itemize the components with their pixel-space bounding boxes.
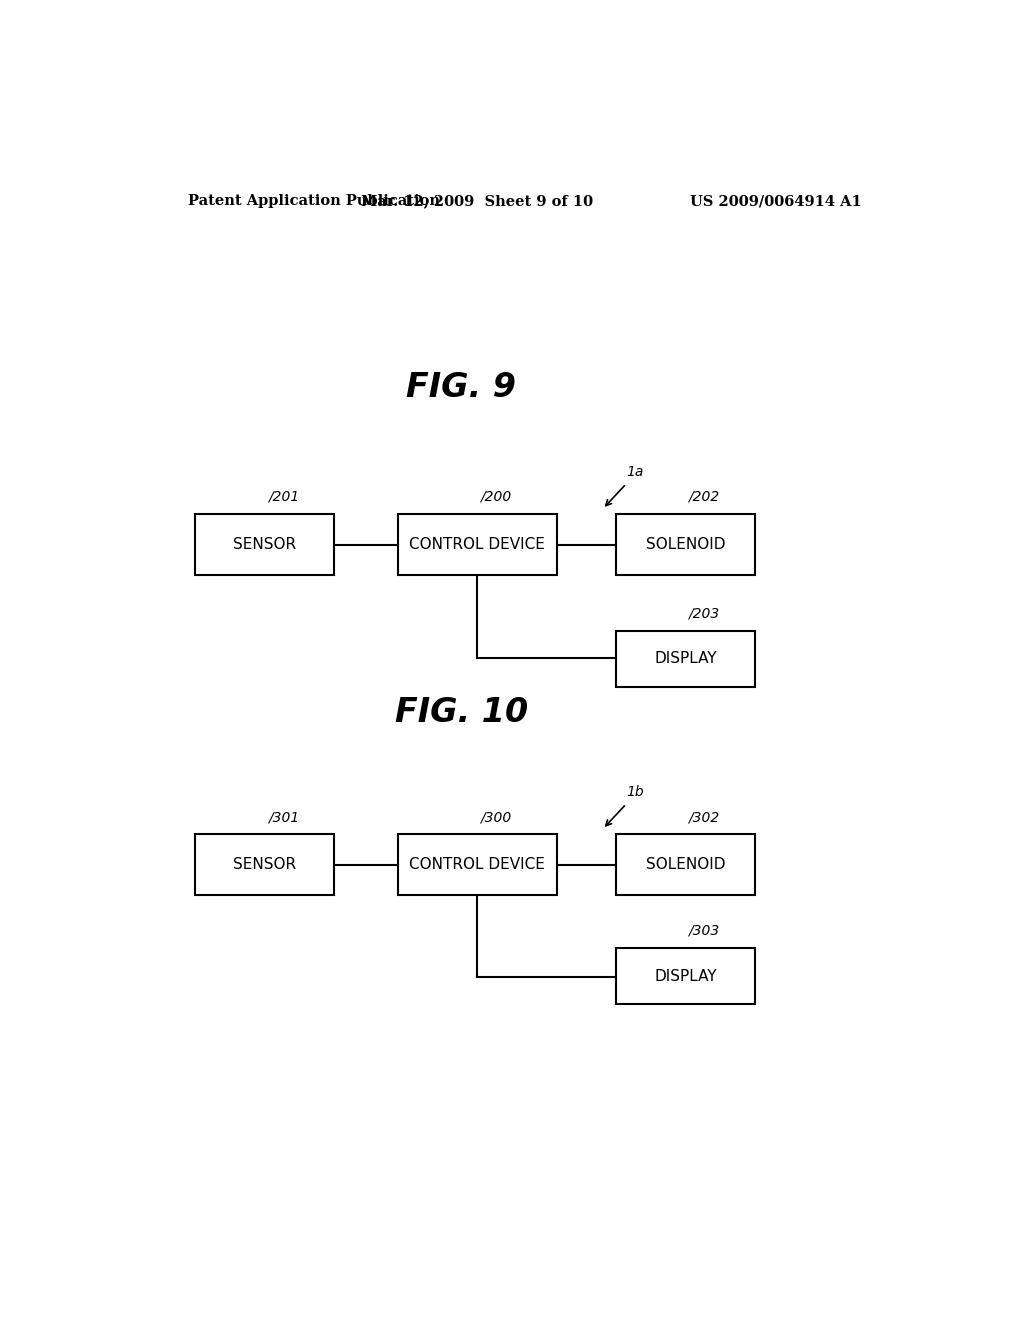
Bar bbox=[616, 948, 755, 1005]
Text: /200: /200 bbox=[480, 490, 512, 504]
Text: SENSOR: SENSOR bbox=[233, 857, 297, 873]
Text: /302: /302 bbox=[688, 810, 720, 824]
Text: SENSOR: SENSOR bbox=[233, 537, 297, 552]
Bar bbox=[616, 515, 755, 576]
Bar bbox=[196, 834, 334, 895]
Text: US 2009/0064914 A1: US 2009/0064914 A1 bbox=[690, 194, 862, 209]
Text: /300: /300 bbox=[480, 810, 512, 824]
Text: SOLENOID: SOLENOID bbox=[646, 857, 725, 873]
Text: /303: /303 bbox=[688, 924, 720, 939]
Text: Mar. 12, 2009  Sheet 9 of 10: Mar. 12, 2009 Sheet 9 of 10 bbox=[361, 194, 593, 209]
Text: /301: /301 bbox=[267, 810, 299, 824]
Text: 1a: 1a bbox=[627, 465, 644, 479]
Text: CONTROL DEVICE: CONTROL DEVICE bbox=[410, 857, 545, 873]
Text: FIG. 9: FIG. 9 bbox=[407, 371, 516, 404]
Text: DISPLAY: DISPLAY bbox=[654, 652, 717, 667]
Text: /201: /201 bbox=[267, 490, 299, 504]
Bar bbox=[196, 515, 334, 576]
Bar bbox=[616, 834, 755, 895]
Text: FIG. 10: FIG. 10 bbox=[394, 696, 528, 729]
Text: SOLENOID: SOLENOID bbox=[646, 537, 725, 552]
Bar bbox=[397, 834, 557, 895]
Bar bbox=[616, 631, 755, 686]
Text: /202: /202 bbox=[688, 490, 720, 504]
Text: 1b: 1b bbox=[627, 784, 644, 799]
Text: /203: /203 bbox=[688, 607, 720, 620]
Text: CONTROL DEVICE: CONTROL DEVICE bbox=[410, 537, 545, 552]
Bar bbox=[397, 515, 557, 576]
Text: DISPLAY: DISPLAY bbox=[654, 969, 717, 983]
Text: Patent Application Publication: Patent Application Publication bbox=[187, 194, 439, 209]
